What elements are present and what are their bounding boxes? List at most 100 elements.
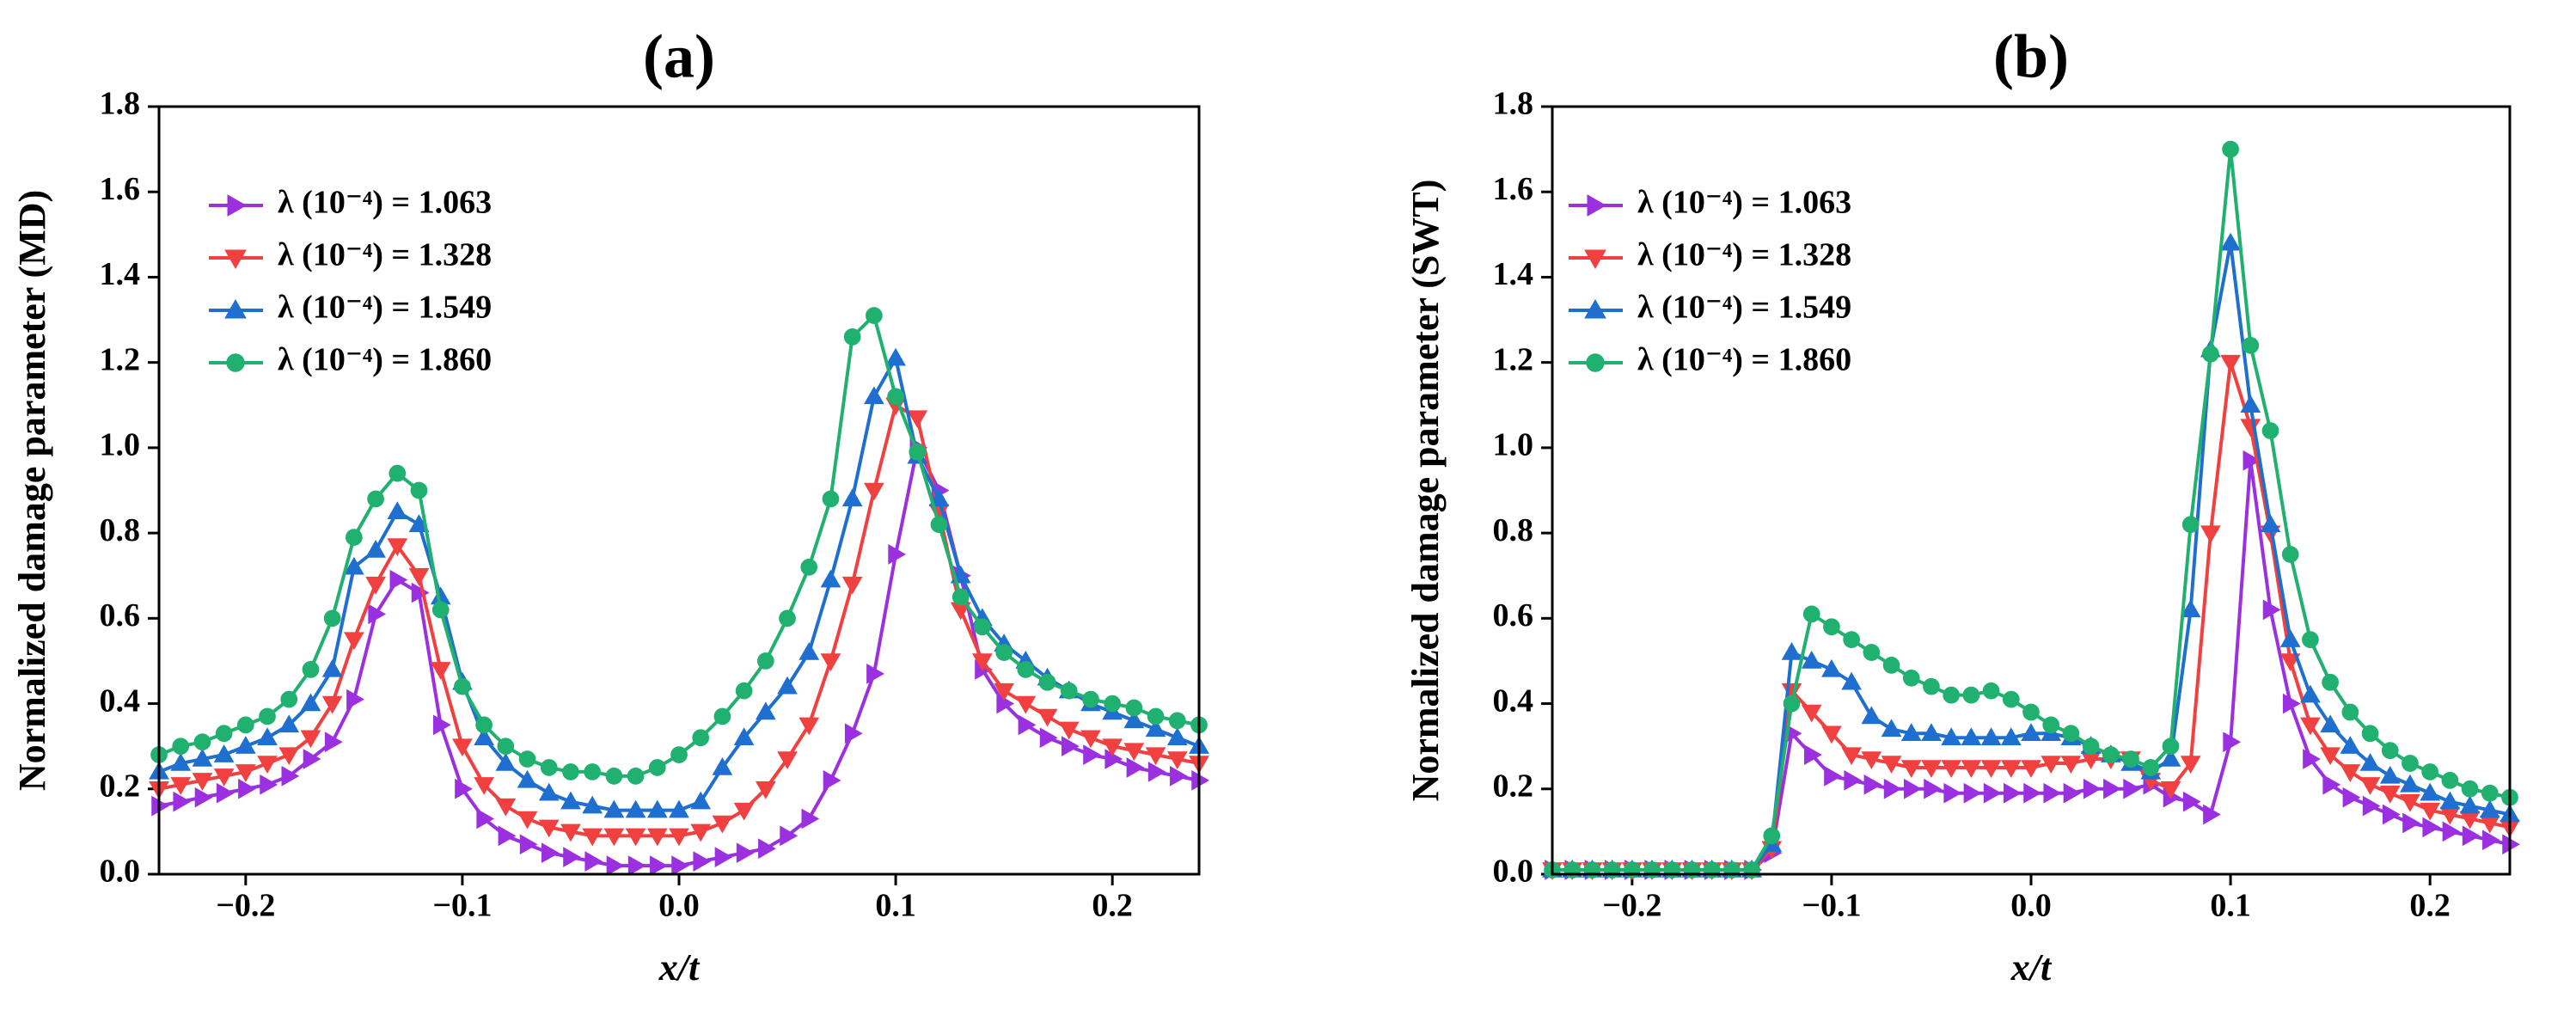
data-point	[2203, 804, 2221, 825]
data-point	[560, 791, 581, 810]
data-point	[408, 567, 430, 586]
data-point	[2122, 750, 2139, 768]
data-point	[2103, 778, 2121, 799]
data-point	[1683, 861, 1701, 878]
x-tick-label: −0.2	[216, 888, 275, 924]
data-point	[1125, 699, 1143, 717]
data-point	[2062, 725, 2080, 743]
legend-marker	[1584, 249, 1606, 270]
legend-label: λ (10⁻⁴) = 1.549	[1637, 290, 1851, 326]
data-point	[1801, 650, 1822, 669]
data-point	[1921, 723, 1942, 742]
data-point	[755, 701, 776, 720]
data-point	[235, 736, 256, 754]
data-point	[690, 823, 712, 842]
data-point	[669, 799, 689, 818]
data-point	[603, 799, 625, 818]
data-point	[1923, 677, 1940, 695]
data-point	[1080, 730, 1101, 749]
data-point	[1170, 766, 1188, 787]
data-point	[1943, 782, 1962, 804]
legend-marker	[1584, 298, 1606, 319]
data-point	[2123, 778, 2142, 799]
data-point	[1123, 710, 1145, 729]
x-tick-label: 0.0	[658, 888, 700, 924]
data-point	[1883, 778, 1902, 799]
data-point	[344, 556, 364, 575]
data-point	[1703, 861, 1721, 878]
data-point	[1563, 861, 1582, 878]
data-point	[1824, 766, 1842, 787]
data-point	[1900, 760, 1922, 778]
data-point	[2442, 821, 2461, 842]
data-point	[1821, 725, 1842, 744]
data-point	[323, 609, 341, 627]
data-point	[2479, 799, 2500, 818]
y-tick-label: 0.4	[1493, 683, 1534, 719]
data-point	[321, 658, 343, 677]
data-point	[2341, 703, 2359, 721]
x-tick-label: −0.2	[1602, 888, 1661, 924]
data-point	[1082, 690, 1099, 708]
data-point	[215, 725, 233, 743]
data-point	[194, 787, 213, 808]
data-point	[1863, 774, 1882, 795]
data-point	[236, 716, 254, 734]
data-point	[1062, 736, 1080, 757]
data-point	[303, 749, 321, 769]
data-point	[367, 490, 384, 508]
data-point	[1147, 762, 1166, 782]
data-point	[928, 488, 950, 507]
data-point	[1980, 760, 2002, 778]
data-point	[2243, 450, 2261, 471]
data-point	[1018, 714, 1037, 736]
data-point	[1781, 642, 1802, 660]
data-point	[758, 838, 776, 860]
data-point	[2223, 731, 2242, 753]
plot-frame	[1551, 105, 2512, 876]
data-point	[2383, 804, 2401, 825]
data-point	[2279, 629, 2301, 647]
x-tick-label: 0.0	[2010, 888, 2052, 924]
data-point	[2222, 140, 2239, 158]
data-point	[365, 539, 386, 558]
data-point	[1982, 682, 2000, 700]
data-point	[1823, 618, 1840, 636]
data-point	[972, 653, 993, 671]
data-point	[365, 576, 386, 595]
y-tick-label: 1.8	[100, 86, 141, 122]
data-point	[736, 842, 755, 864]
data-point	[907, 410, 928, 429]
data-point	[2261, 422, 2279, 439]
data-point	[562, 763, 579, 780]
data-point	[193, 733, 211, 751]
data-point	[2004, 782, 2022, 804]
data-point	[2000, 727, 2022, 745]
x-tick-label: 0.1	[875, 888, 916, 924]
data-point	[1861, 706, 1882, 725]
data-point	[1941, 760, 1962, 778]
data-point	[2400, 793, 2420, 812]
data-point	[495, 753, 517, 771]
data-point	[2422, 817, 2441, 838]
data-point	[648, 759, 666, 776]
data-point	[690, 791, 712, 810]
y-tick-label: 1.0	[100, 427, 141, 463]
data-point	[2060, 756, 2082, 774]
data-point	[1881, 719, 1902, 738]
data-point	[627, 768, 645, 785]
data-point	[2300, 717, 2321, 736]
y-tick-label: 1.8	[1493, 86, 1534, 122]
data-point	[387, 501, 408, 520]
data-point	[517, 769, 538, 788]
data-point	[1603, 861, 1621, 878]
data-point	[2220, 354, 2241, 373]
y-tick-label: 1.6	[100, 171, 141, 207]
data-point	[2160, 749, 2181, 767]
data-point	[2202, 345, 2219, 363]
data-point	[735, 682, 753, 700]
data-point	[1166, 727, 1188, 745]
data-point	[213, 744, 235, 762]
data-point	[1083, 744, 1101, 765]
data-point	[2340, 764, 2361, 782]
